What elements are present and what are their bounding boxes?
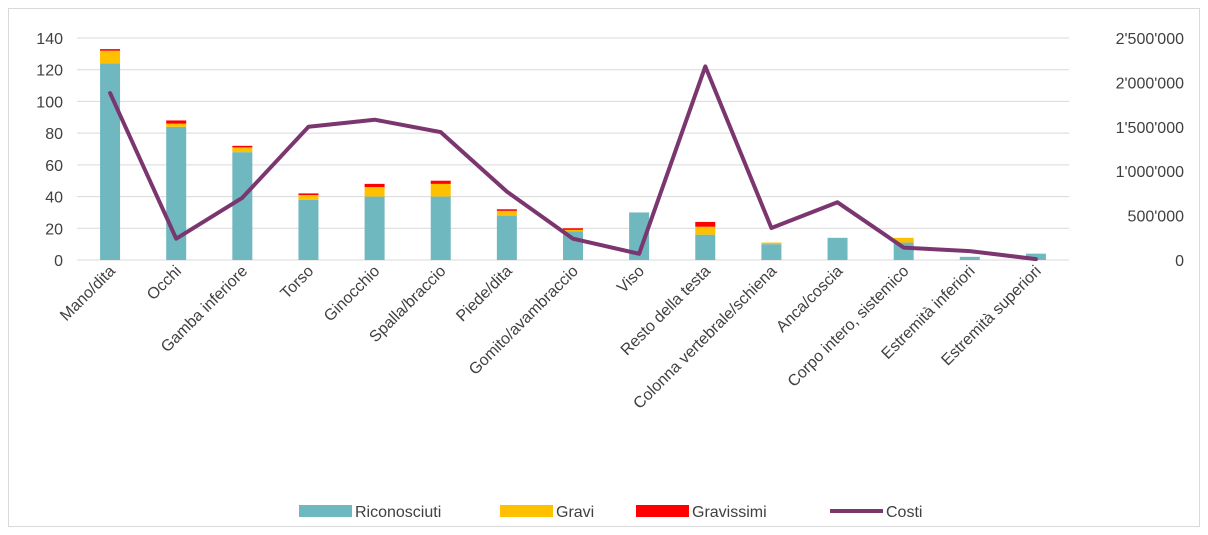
legend-label-gravissimi: Gravissimi (692, 504, 767, 521)
bar-riconosciuti-estremita-inferiori (959, 256, 980, 260)
line-costi (108, 64, 1038, 262)
category-label-colonna-vertebrale-schiena: Colonna vertebrale/schiena (630, 263, 780, 413)
y-right-tick-label: 1'500'000 (1116, 120, 1185, 137)
y-left-tick-label: 120 (36, 63, 63, 80)
legend-swatch-gravissimi (636, 505, 689, 517)
legend-label-costi: Costi (886, 504, 922, 521)
category-label-mano-dita: Mano/dita (57, 263, 119, 325)
category-label-piede-dita: Piede/dita (453, 263, 515, 325)
bar-riconosciuti-torso (298, 199, 319, 260)
cost-line (108, 64, 1038, 262)
y-right-tick-label: 2'500'000 (1116, 31, 1185, 48)
y-right-tick-label: 1'000'000 (1116, 164, 1185, 181)
bar-riconosciuti-piede-dita (496, 215, 517, 260)
y-right-tick-label: 0 (1175, 253, 1184, 270)
y-left-tick-label: 100 (36, 94, 63, 111)
bar-gravissimi-occhi (166, 120, 187, 124)
bar-gravi-mano-dita (100, 50, 121, 64)
bar-gravissimi-resto-della-testa (695, 221, 716, 227)
bar-riconosciuti-anca-coscia (827, 237, 848, 260)
category-label-anca-coscia: Anca/coscia (773, 263, 846, 336)
bar-riconosciuti-ginocchio (364, 196, 385, 260)
bar-gravi-piede-dita (496, 210, 517, 216)
bar-gravissimi-gamba-inferiore (232, 145, 253, 148)
category-label-torso: Torso (278, 263, 318, 303)
legend-label-gravi: Gravi (556, 504, 594, 521)
bar-riconosciuti-gamba-inferiore (232, 152, 253, 260)
bar-gravi-torso (298, 194, 319, 200)
y-axis-left: 0 20 40 60 80 100 120 140 (36, 31, 63, 270)
legend-label-riconosciuti: Riconosciuti (355, 504, 441, 521)
bar-gravi-occhi (166, 123, 187, 127)
y-left-tick-label: 40 (45, 190, 63, 207)
legend-swatch-riconosciuti (299, 505, 352, 517)
bar-gravi-corpo-intero-sistemico (893, 237, 914, 243)
bar-riconosciuti-spalla-braccio (430, 196, 451, 260)
legend-swatch-gravi (500, 505, 553, 517)
y-left-tick-label: 0 (54, 253, 63, 270)
gridlines (77, 37, 1069, 261)
bar-gravissimi-spalla-braccio (430, 180, 451, 184)
y-right-tick-label: 500'000 (1128, 209, 1185, 226)
y-left-tick-label: 60 (45, 158, 63, 175)
bar-riconosciuti-mano-dita (100, 63, 121, 260)
y-axis-right: 0 500'000 1'000'000 1'500'000 2'000'000 2'500… (1116, 31, 1185, 270)
category-label-gomito-avambraccio: Gomito/avambraccio (466, 263, 582, 379)
category-label-occhi: Occhi (144, 263, 185, 304)
bar-gravi-colonna-vertebrale-schiena (761, 242, 782, 245)
bar-riconosciuti-viso (629, 212, 650, 260)
bar-gravissimi-mano-dita (100, 49, 121, 51)
y-left-tick-label: 80 (45, 126, 63, 143)
y-left-tick-label: 140 (36, 31, 63, 48)
bar-gravi-resto-della-testa (695, 226, 716, 235)
category-label-ginocchio: Ginocchio (321, 263, 383, 325)
category-label-viso: Viso (614, 263, 648, 297)
bar-riconosciuti-estremita-superiori (1025, 253, 1046, 260)
legend: Riconosciuti Gravi Gravissimi Costi (299, 504, 922, 521)
bar-gravi-gomito-avambraccio (563, 229, 583, 232)
combo-chart: 0 20 40 60 80 100 120 140 0 500'000 1'000'000 1'50… (36, 31, 1185, 521)
bar-gravi-spalla-braccio (430, 183, 451, 197)
bar-gravissimi-ginocchio (364, 183, 385, 188)
chart-frame: 0 20 40 60 80 100 120 140 0 500'000 1'000'000 1'50… (8, 8, 1200, 527)
bar-gravi-ginocchio (364, 187, 385, 197)
bar-gravissimi-gomito-avambraccio (563, 228, 583, 230)
bar-gravissimi-piede-dita (496, 209, 517, 211)
bar-gravissimi-torso (298, 193, 319, 195)
y-right-tick-label: 2'000'000 (1116, 75, 1185, 92)
category-label-corpo-intero-sistemico: Corpo intero, sistemico (785, 263, 913, 391)
bar-riconosciuti-resto-della-testa (695, 234, 716, 260)
y-left-tick-label: 20 (45, 221, 63, 238)
bar-riconosciuti-colonna-vertebrale-schiena (761, 244, 782, 260)
bar-gravi-gamba-inferiore (232, 147, 253, 153)
